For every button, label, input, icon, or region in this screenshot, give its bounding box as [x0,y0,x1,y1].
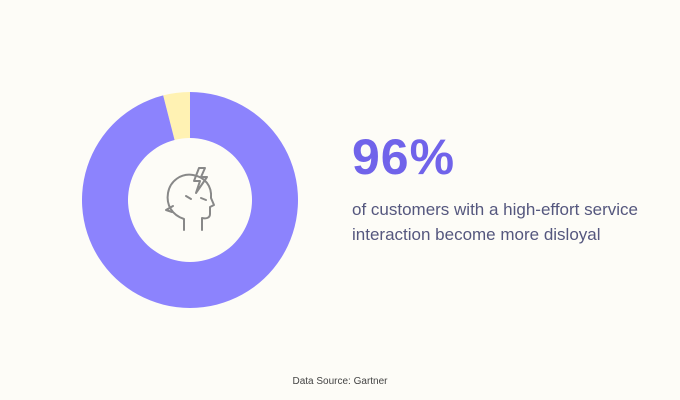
source: Data Source: Gartner [292,376,388,387]
donut-segment [81,92,298,308]
caption: of customers with a high-effort service … [352,200,638,244]
donut-segment [163,92,190,140]
head-icon [165,167,215,231]
stat: 96% [352,129,456,185]
